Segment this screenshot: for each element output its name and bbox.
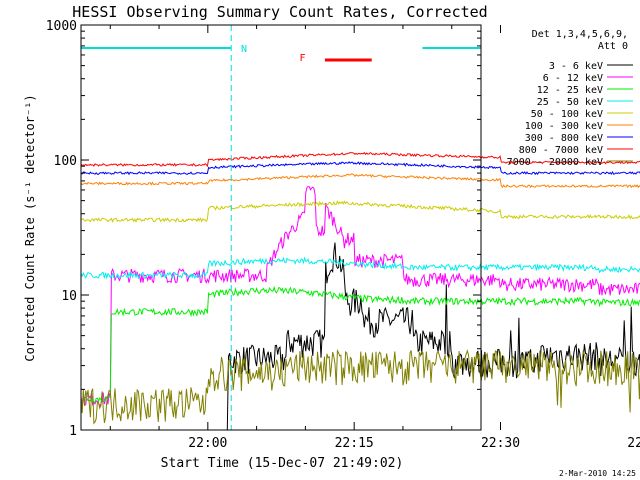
flag-label: F xyxy=(300,53,306,64)
series-layer xyxy=(80,151,640,431)
plot-frame xyxy=(80,24,482,431)
series-line-5 xyxy=(80,173,640,189)
series-line-6 xyxy=(80,161,640,176)
legend-label: 3 - 6 keV xyxy=(549,61,603,72)
legend-label: 7000 - 20000 keV xyxy=(507,157,603,168)
x-tick-label: 22:30 xyxy=(481,436,520,451)
footer-date: 2-Mar-2010 14:25 xyxy=(559,469,636,478)
y-tick-label: 100 xyxy=(54,154,77,169)
legend-label: 300 - 800 keV xyxy=(525,133,603,144)
series-line-8 xyxy=(80,348,640,425)
legend-label: 12 - 25 keV xyxy=(537,85,603,96)
x-tick-label: 22:45 xyxy=(627,436,640,451)
series-line-7 xyxy=(80,151,640,168)
legend-header: Det 1,3,4,5,6,9, xyxy=(532,29,628,40)
series-line-1 xyxy=(80,185,640,407)
y-tick-label: 1000 xyxy=(46,19,77,34)
legend-label: 25 - 50 keV xyxy=(537,97,603,108)
flag-layer: NFS xyxy=(81,25,481,430)
legend-label: 800 - 7000 keV xyxy=(519,145,603,156)
legend-label: 100 - 300 keV xyxy=(525,121,603,132)
series-line-3 xyxy=(80,256,640,280)
legend-header: Att 0 xyxy=(598,41,628,52)
legend-label: 50 - 100 keV xyxy=(531,109,603,120)
chart-title: HESSI Observing Summary Count Rates, Cor… xyxy=(72,3,487,21)
y-axis-label: Corrected Count Rate (s⁻¹ detector⁻¹) xyxy=(23,94,37,361)
x-axis-label: Start Time (15-Dec-07 21:49:02) xyxy=(161,456,404,471)
series-line-4 xyxy=(80,200,640,224)
series-line-2 xyxy=(80,285,640,404)
flag-label: N xyxy=(241,44,247,55)
x-tick-label: 22:15 xyxy=(335,436,374,451)
x-tick-label: 22:00 xyxy=(188,436,227,451)
y-tick-label: 10 xyxy=(61,289,77,304)
y-tick-label: 1 xyxy=(69,424,77,439)
legend-label: 6 - 12 keV xyxy=(543,73,603,84)
